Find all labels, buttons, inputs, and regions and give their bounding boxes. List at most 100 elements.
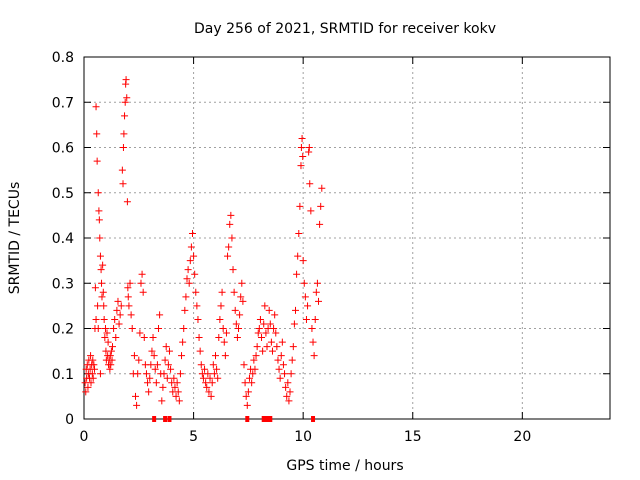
data-point [283, 392, 291, 400]
data-point [155, 325, 163, 332]
data-point [317, 202, 325, 210]
data-point [96, 370, 104, 378]
x-tick-label: 10 [294, 429, 312, 445]
data-point [161, 356, 169, 364]
data-point [212, 352, 219, 360]
data-point [132, 392, 140, 400]
data-point [145, 388, 153, 396]
data-point [93, 157, 101, 165]
data-point [124, 293, 132, 301]
data-point [285, 397, 293, 405]
data-point [278, 338, 286, 346]
y-tick-label: 0.8 [52, 50, 74, 66]
data-point [294, 252, 302, 260]
data-point [250, 356, 258, 364]
data-point [179, 338, 187, 346]
data-point [184, 266, 192, 274]
data-point [119, 144, 127, 151]
data-point [196, 347, 204, 355]
data-point [91, 284, 99, 292]
data-point [147, 361, 155, 369]
data-point [133, 401, 141, 409]
y-tick-label: 0.7 [52, 95, 74, 111]
data-point [266, 320, 274, 328]
data-point [163, 374, 171, 382]
data-point [261, 416, 266, 422]
data-point [135, 356, 143, 364]
data-point [272, 329, 280, 337]
data-point [215, 334, 223, 342]
data-point [308, 325, 316, 332]
data-point [214, 374, 222, 382]
data-point [262, 329, 270, 337]
y-axis-label: SRMTID / TECUs [7, 182, 23, 295]
data-point [281, 370, 289, 378]
data-point [263, 343, 271, 351]
data-point [256, 315, 264, 323]
data-point [299, 153, 307, 161]
data-point [194, 315, 202, 323]
data-point [265, 416, 270, 422]
data-point [126, 279, 134, 287]
data-point [203, 383, 211, 391]
data-point [150, 352, 158, 360]
data-point [239, 297, 247, 305]
data-point [171, 383, 179, 391]
plot-frame [83, 56, 611, 420]
data-point [284, 379, 292, 387]
data-point [277, 352, 285, 360]
data-point [271, 311, 279, 319]
x-tick-label: 15 [404, 429, 422, 445]
data-point [162, 343, 170, 351]
data-point [144, 379, 152, 387]
data-point [115, 320, 123, 328]
data-point [267, 338, 275, 346]
data-point [153, 361, 161, 369]
data-point [240, 361, 248, 369]
data-point [302, 315, 310, 323]
data-point [92, 103, 100, 111]
data-point [148, 347, 156, 355]
data-point [125, 302, 133, 310]
data-point [138, 270, 146, 278]
data-point [251, 365, 259, 373]
data-point [299, 257, 307, 265]
data-point [89, 374, 97, 382]
data-point [286, 388, 294, 396]
data-point [260, 320, 268, 328]
data-point [216, 315, 224, 323]
data-point [295, 229, 303, 237]
data-point [119, 180, 127, 188]
data-point [311, 315, 319, 323]
data-point [245, 416, 250, 422]
data-point [192, 288, 200, 296]
data-point [195, 334, 203, 342]
data-point [301, 293, 309, 301]
data-point [116, 311, 124, 319]
data-point [273, 343, 281, 351]
data-point [180, 325, 188, 332]
data-point [163, 416, 168, 422]
data-point [315, 297, 323, 305]
data-point [265, 306, 273, 314]
data-point [167, 365, 175, 373]
data-point [274, 356, 282, 364]
data-point [103, 329, 111, 337]
data-point [244, 388, 252, 396]
data-point [172, 392, 180, 400]
data-point [108, 356, 116, 364]
data-point [188, 229, 196, 237]
data-point [233, 334, 241, 342]
data-point [305, 148, 313, 156]
data-point [213, 365, 221, 373]
data-point [92, 315, 100, 323]
data-point [114, 297, 122, 305]
data-point [110, 325, 118, 332]
data-point [279, 361, 287, 369]
data-point [237, 293, 245, 301]
data-point [94, 189, 102, 197]
data-point [298, 134, 306, 142]
data-point [96, 234, 104, 242]
data-point [156, 311, 164, 319]
data-point [243, 401, 251, 409]
